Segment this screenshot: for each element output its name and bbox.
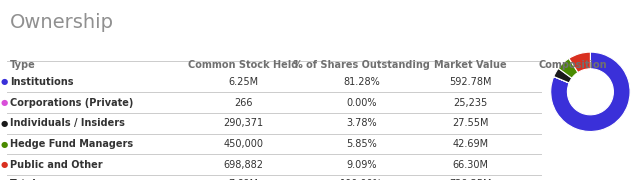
Text: Common Stock Held: Common Stock Held bbox=[188, 60, 298, 70]
Text: 698,882: 698,882 bbox=[223, 160, 263, 170]
Text: Institutions: Institutions bbox=[10, 77, 74, 87]
Text: 6.25M: 6.25M bbox=[228, 77, 259, 87]
Text: 266: 266 bbox=[234, 98, 252, 108]
Text: Market Value: Market Value bbox=[434, 60, 507, 70]
Text: 0.00%: 0.00% bbox=[346, 98, 377, 108]
Text: Public and Other: Public and Other bbox=[10, 160, 103, 170]
Wedge shape bbox=[551, 52, 630, 131]
Text: 100.00%: 100.00% bbox=[340, 179, 383, 180]
Text: Total: Total bbox=[10, 179, 37, 180]
Text: Type: Type bbox=[10, 60, 36, 70]
Text: 5.85%: 5.85% bbox=[346, 139, 377, 149]
Text: ●: ● bbox=[1, 140, 8, 148]
Text: Ownership: Ownership bbox=[10, 13, 114, 32]
Text: 42.69M: 42.69M bbox=[452, 139, 488, 149]
Text: 81.28%: 81.28% bbox=[343, 77, 380, 87]
Wedge shape bbox=[554, 68, 572, 83]
Text: Composition: Composition bbox=[538, 60, 607, 70]
Text: ●: ● bbox=[1, 119, 8, 128]
Text: 290,371: 290,371 bbox=[223, 118, 263, 128]
Wedge shape bbox=[558, 58, 578, 78]
Text: ●: ● bbox=[1, 98, 8, 107]
Wedge shape bbox=[554, 76, 569, 83]
Text: 592.78M: 592.78M bbox=[449, 77, 492, 87]
Text: ●: ● bbox=[1, 160, 8, 169]
Text: 27.55M: 27.55M bbox=[452, 118, 489, 128]
Text: ●: ● bbox=[1, 77, 8, 86]
Text: 3.78%: 3.78% bbox=[346, 118, 377, 128]
Text: Corporations (Private): Corporations (Private) bbox=[10, 98, 134, 108]
Text: % of Shares Outstanding: % of Shares Outstanding bbox=[293, 60, 430, 70]
Text: Individuals / Insiders: Individuals / Insiders bbox=[10, 118, 125, 128]
Text: Hedge Fund Managers: Hedge Fund Managers bbox=[10, 139, 133, 149]
Text: 450,000: 450,000 bbox=[223, 139, 263, 149]
Text: 729.35M: 729.35M bbox=[449, 179, 492, 180]
Text: 9.09%: 9.09% bbox=[346, 160, 377, 170]
Text: 25,235: 25,235 bbox=[453, 98, 488, 108]
Text: 7.69M: 7.69M bbox=[228, 179, 258, 180]
Text: 66.30M: 66.30M bbox=[452, 160, 488, 170]
Wedge shape bbox=[569, 52, 591, 72]
